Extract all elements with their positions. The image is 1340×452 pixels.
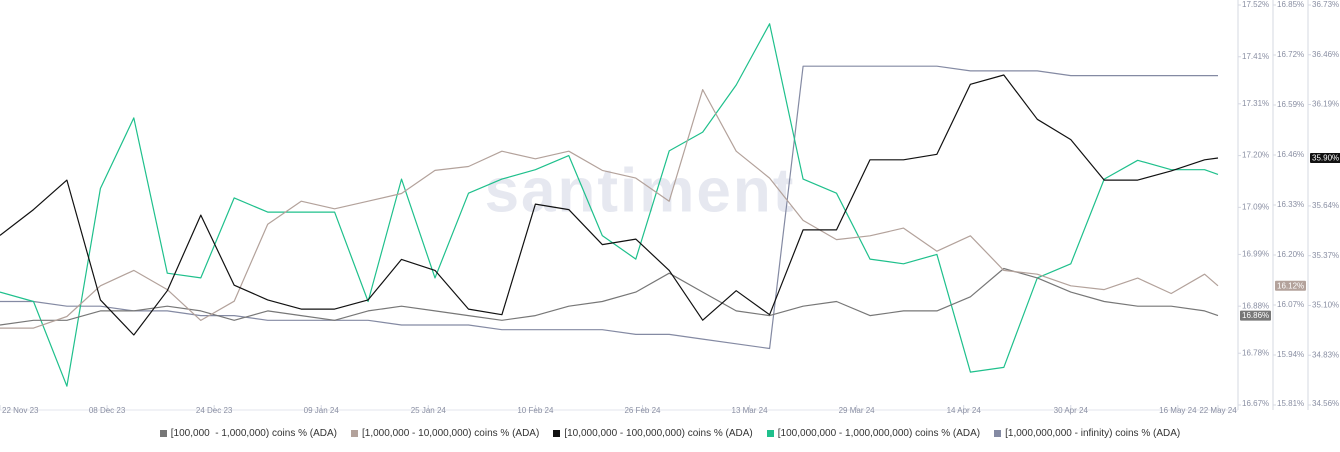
y-tick-label: 16.20% bbox=[1277, 250, 1304, 259]
legend-item[interactable]: [100,000 - 1,000,000) coins % (ADA) bbox=[159, 428, 337, 439]
x-tick-label: 09 Jan 24 bbox=[304, 406, 340, 415]
x-tick-label: 14 Apr 24 bbox=[947, 406, 982, 415]
end-label: 35.90% bbox=[1312, 154, 1339, 163]
y-tick-label: 16.99% bbox=[1242, 250, 1269, 259]
x-tick-label: 08 Dec 23 bbox=[89, 406, 126, 415]
legend-swatch bbox=[553, 430, 561, 437]
end-badge bbox=[1310, 152, 1340, 163]
x-tick-label: 24 Dec 23 bbox=[196, 406, 233, 415]
legend-label: [1,000,000,000 - infinity) coins % (ADA) bbox=[1005, 428, 1181, 439]
legend-label: [1,000,000 - 10,000,000) coins % (ADA) bbox=[361, 428, 540, 439]
legend-label: [100,000,000 - 1,000,000,000) coins % (A… bbox=[777, 428, 981, 439]
y-tick-label: 17.31% bbox=[1242, 99, 1269, 108]
end-label: 16.12% bbox=[1277, 281, 1304, 290]
y-tick-label: 15.81% bbox=[1277, 399, 1304, 408]
x-tick-label: 29 Mar 24 bbox=[839, 406, 876, 415]
y-tick-label: 17.09% bbox=[1242, 202, 1269, 211]
y-tick-label: 16.85% bbox=[1277, 0, 1304, 9]
watermark: santiment bbox=[485, 156, 796, 225]
y-tick-label: 16.67% bbox=[1242, 399, 1269, 408]
y-tick-label: 17.52% bbox=[1242, 0, 1269, 9]
y-tick-label: 16.59% bbox=[1277, 100, 1304, 109]
x-tick-label: 26 Feb 24 bbox=[624, 406, 661, 415]
y-tick-label: 16.46% bbox=[1277, 150, 1304, 159]
y-tick-label: 35.10% bbox=[1312, 301, 1339, 310]
y-tick-label: 16.78% bbox=[1242, 348, 1269, 357]
y-tick-label: 16.33% bbox=[1277, 200, 1304, 209]
x-tick-label: 25 Jan 24 bbox=[411, 406, 447, 415]
legend-item[interactable]: [100,000,000 - 1,000,000,000) coins % (A… bbox=[766, 428, 981, 439]
y-tick-label: 17.20% bbox=[1242, 151, 1269, 160]
x-tick-label: 10 Feb 24 bbox=[517, 406, 554, 415]
x-tick-label: 22 Nov 23 bbox=[2, 406, 39, 415]
y-tick-label: 17.41% bbox=[1242, 52, 1269, 61]
legend-swatch bbox=[994, 430, 1002, 437]
legend-item[interactable]: [10,000,000 - 100,000,000) coins % (ADA) bbox=[553, 428, 753, 439]
y-tick-label: 35.64% bbox=[1312, 201, 1339, 210]
y-tick-label: 15.94% bbox=[1277, 350, 1304, 359]
y-tick-label: 36.73% bbox=[1312, 0, 1339, 9]
x-tick-label: 13 Mar 24 bbox=[732, 406, 769, 415]
end-label: 16.86% bbox=[1242, 311, 1269, 320]
y-tick-label: 36.46% bbox=[1312, 50, 1339, 59]
y-tick-label: 34.83% bbox=[1312, 350, 1339, 359]
y-tick-label: 35.37% bbox=[1312, 251, 1339, 260]
x-tick-label: 30 Apr 24 bbox=[1054, 406, 1089, 415]
legend-label: [100,000 - 1,000,000) coins % (ADA) bbox=[170, 428, 337, 439]
y-tick-label: 16.72% bbox=[1277, 50, 1304, 59]
legend-swatch bbox=[766, 430, 774, 437]
series-line bbox=[0, 74, 1219, 336]
y-tick-label: 36.19% bbox=[1312, 100, 1339, 109]
x-tick-label: 22 May 24 bbox=[1199, 406, 1237, 415]
y-tick-label: 16.88% bbox=[1242, 301, 1269, 310]
y-tick-label: 16.07% bbox=[1277, 300, 1304, 309]
legend-item[interactable]: [1,000,000 - 10,000,000) coins % (ADA) bbox=[350, 428, 540, 439]
series-line bbox=[0, 89, 1219, 329]
legend-item[interactable]: [1,000,000,000 - infinity) coins % (ADA) bbox=[994, 428, 1180, 439]
series-line bbox=[0, 65, 1218, 350]
y-tick-label: 34.56% bbox=[1312, 399, 1339, 408]
end-badge bbox=[1240, 310, 1271, 321]
end-badge bbox=[1275, 280, 1306, 291]
legend-swatch bbox=[159, 430, 167, 437]
legend-label: [10,000,000 - 100,000,000) coins % (ADA) bbox=[564, 428, 753, 439]
series-line bbox=[0, 267, 1219, 326]
legend: [100,000 - 1,000,000) coins % (ADA) [1,00… bbox=[0, 428, 1340, 439]
x-tick-label: 16 May 24 bbox=[1159, 406, 1197, 415]
series-line bbox=[0, 23, 1219, 387]
chart: santiment 17.52% 17.41% 17.31% 17.20% 17.09%… bbox=[0, 0, 1340, 415]
legend-swatch bbox=[350, 430, 358, 437]
